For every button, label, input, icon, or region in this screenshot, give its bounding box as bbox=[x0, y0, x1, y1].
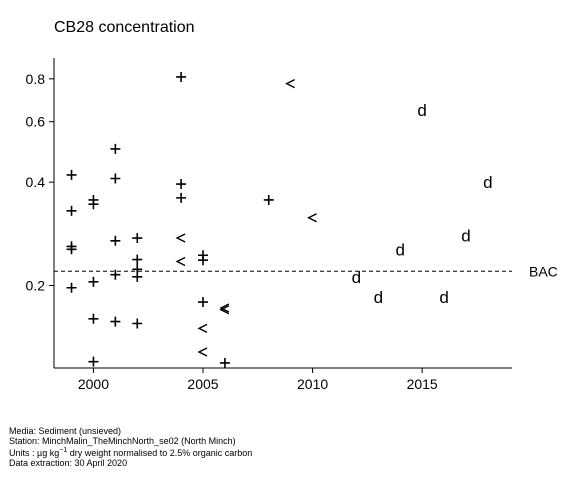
footer-station: Station: MinchMalin_TheMinchNorth_se02 (… bbox=[9, 436, 236, 446]
data-point-plus bbox=[176, 192, 187, 203]
data-point-plus bbox=[132, 318, 143, 329]
data-point-plus bbox=[88, 194, 99, 205]
data-point-plus bbox=[66, 282, 77, 293]
data-point-d: d bbox=[374, 288, 383, 307]
data-point-plus bbox=[176, 179, 187, 190]
chart-footer: Media: Sediment (unsieved) Station: Minc… bbox=[9, 426, 252, 468]
bac-label: BAC bbox=[529, 263, 558, 279]
data-point-plus bbox=[132, 233, 143, 244]
data-point-plus bbox=[198, 297, 209, 308]
data-point-plus bbox=[66, 241, 77, 252]
data-point-plus bbox=[88, 356, 99, 367]
footer-units-suffix: dry weight normalised to 2.5% organic ca… bbox=[67, 448, 253, 458]
x-tick-label: 2010 bbox=[297, 376, 328, 392]
data-point-plus bbox=[176, 71, 187, 82]
data-point-plus bbox=[132, 254, 143, 265]
data-point-less-than bbox=[285, 78, 295, 89]
data-point-less-than bbox=[219, 305, 230, 315]
x-tick-label: 2000 bbox=[78, 376, 109, 392]
data-point-plus bbox=[110, 173, 121, 184]
y-tick-label: 0.8 bbox=[26, 71, 46, 87]
data-point-plus bbox=[66, 205, 77, 216]
data-point-plus bbox=[110, 269, 121, 280]
data-point-plus bbox=[132, 271, 143, 282]
chart-title: CB28 concentration bbox=[54, 19, 195, 36]
data-point-plus bbox=[110, 316, 121, 327]
data-point-plus bbox=[263, 194, 274, 205]
data-point-d: d bbox=[352, 268, 361, 287]
footer-units-sup: −1 bbox=[59, 447, 68, 454]
data-point-plus bbox=[110, 143, 121, 154]
data-point-less-than bbox=[175, 256, 186, 267]
y-tick-label: 0.2 bbox=[26, 278, 46, 294]
data-point-less-than bbox=[219, 303, 230, 313]
data-point-plus bbox=[219, 357, 230, 368]
data-point-d: d bbox=[396, 240, 405, 259]
footer-units-prefix: Units : µg kg bbox=[9, 448, 60, 458]
data-point-d: d bbox=[439, 288, 448, 307]
data-point-plus bbox=[88, 276, 99, 287]
footer-extraction: Data extraction: 30 April 2020 bbox=[9, 458, 128, 468]
data-point-plus bbox=[88, 313, 99, 324]
data-point-plus bbox=[198, 255, 209, 266]
data-point-less-than bbox=[175, 233, 186, 243]
data-point-less-than bbox=[197, 347, 208, 357]
data-point-less-than bbox=[307, 213, 317, 223]
data-point-plus bbox=[66, 169, 77, 180]
data-point-less-than bbox=[197, 323, 208, 334]
data-point-d: d bbox=[461, 226, 470, 245]
data-point-d: d bbox=[417, 101, 426, 120]
footer-units: Units : µg kg−1 dry weight normalised to… bbox=[9, 446, 252, 458]
x-tick-label: 2015 bbox=[407, 376, 438, 392]
data-point-d: d bbox=[483, 173, 492, 192]
data-point-plus bbox=[110, 235, 121, 246]
footer-media: Media: Sediment (unsieved) bbox=[9, 426, 122, 436]
x-tick-label: 2005 bbox=[187, 376, 218, 392]
y-tick-label: 0.4 bbox=[26, 174, 46, 190]
y-tick-label: 0.6 bbox=[26, 114, 46, 130]
